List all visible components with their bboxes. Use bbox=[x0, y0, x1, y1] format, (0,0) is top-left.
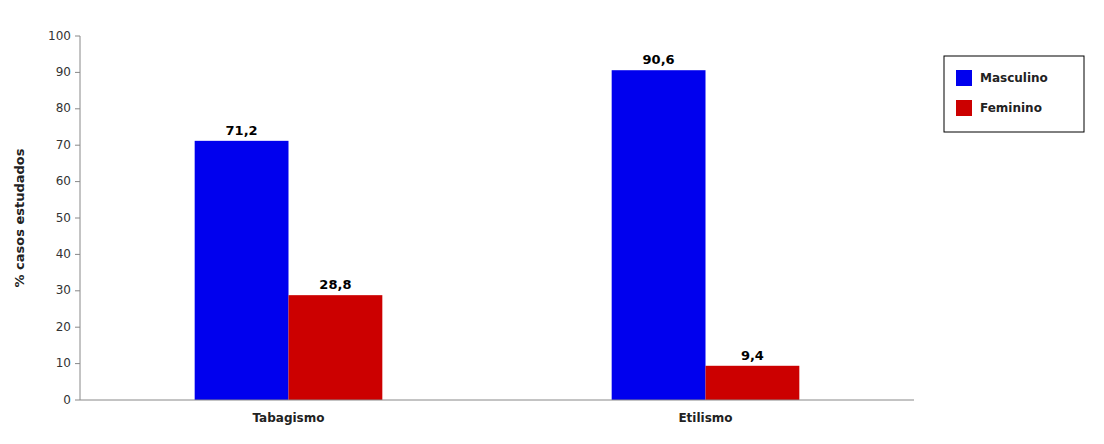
y-tick-label: 10 bbox=[56, 356, 71, 370]
bar bbox=[289, 295, 383, 400]
y-tick-label: 20 bbox=[56, 320, 71, 334]
legend-label: Masculino bbox=[980, 71, 1048, 85]
y-tick bbox=[75, 108, 80, 109]
data-label: 71,2 bbox=[226, 123, 258, 138]
legend: Masculino Feminino bbox=[944, 56, 1084, 132]
y-tick bbox=[75, 363, 80, 364]
bar bbox=[706, 366, 800, 400]
legend-label: Feminino bbox=[980, 101, 1042, 115]
legend-swatch bbox=[956, 70, 972, 86]
y-axis-line bbox=[80, 36, 81, 400]
y-tick-label: 50 bbox=[56, 211, 71, 225]
y-tick-label: 40 bbox=[56, 247, 71, 261]
bar bbox=[612, 70, 706, 400]
y-tick bbox=[75, 254, 80, 255]
y-axis: 0 10 20 30 40 50 60 70 80 90 100 bbox=[48, 29, 80, 407]
data-label: 90,6 bbox=[643, 52, 675, 67]
y-tick-label: 90 bbox=[56, 65, 71, 79]
y-tick-label: 60 bbox=[56, 174, 71, 188]
legend-frame bbox=[944, 56, 1084, 132]
y-tick-label: 0 bbox=[63, 393, 71, 407]
bars bbox=[195, 70, 800, 400]
chart-svg: 0 10 20 30 40 50 60 70 80 90 100 % casos estudados 7… bbox=[0, 0, 1104, 444]
y-tick-label: 100 bbox=[48, 29, 71, 43]
bar bbox=[195, 141, 289, 400]
x-tick-label: Etilismo bbox=[678, 411, 732, 425]
data-labels: 71,2 90,6 28,8 9,4 bbox=[226, 52, 764, 363]
y-tick-label: 80 bbox=[56, 101, 71, 115]
y-tick-label: 70 bbox=[56, 138, 71, 152]
y-tick bbox=[75, 36, 80, 37]
y-tick bbox=[75, 72, 80, 73]
y-tick bbox=[75, 327, 80, 328]
x-axis: Tabagismo Etilismo bbox=[80, 400, 914, 425]
y-tick bbox=[75, 145, 80, 146]
y-axis-label: % casos estudados bbox=[12, 148, 27, 287]
data-label: 28,8 bbox=[319, 277, 351, 292]
y-tick bbox=[75, 218, 80, 219]
data-label: 9,4 bbox=[741, 348, 764, 363]
x-axis-line bbox=[80, 400, 914, 401]
y-tick bbox=[75, 181, 80, 182]
y-tick bbox=[75, 400, 80, 401]
chart-container: 0 10 20 30 40 50 60 70 80 90 100 % casos estudados 7… bbox=[0, 0, 1104, 444]
y-tick-label: 30 bbox=[56, 283, 71, 297]
y-tick bbox=[75, 290, 80, 291]
x-tick-label: Tabagismo bbox=[252, 411, 324, 425]
legend-swatch bbox=[956, 100, 972, 116]
